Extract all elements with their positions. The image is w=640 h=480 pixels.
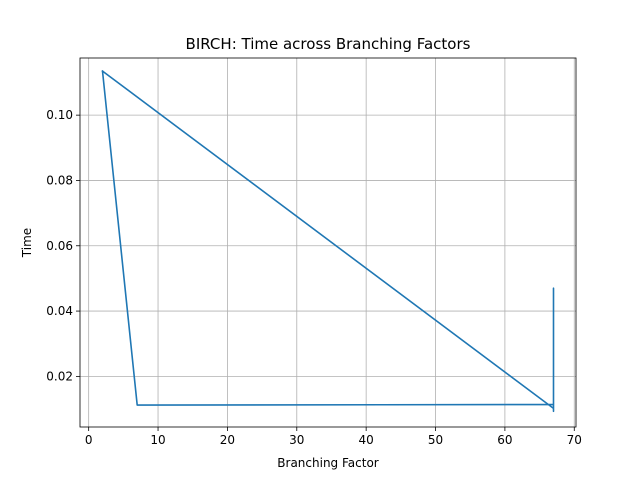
series-lines bbox=[101, 69, 555, 413]
y-tick-label: 0.04 bbox=[46, 304, 73, 318]
y-axis-label: Time bbox=[20, 228, 34, 258]
x-tick-label: 70 bbox=[567, 433, 582, 447]
x-tick-label: 40 bbox=[359, 433, 374, 447]
series-line bbox=[101, 69, 555, 413]
chart-title: BIRCH: Time across Branching Factors bbox=[186, 35, 471, 53]
x-tick-label: 30 bbox=[289, 433, 304, 447]
y-axis-ticks: 0.02 0.04 0.06 0.08 0.10 bbox=[46, 108, 80, 383]
grid bbox=[80, 58, 576, 427]
x-tick-label: 20 bbox=[220, 433, 235, 447]
y-tick-label: 0.08 bbox=[46, 173, 73, 187]
y-tick-label: 0.02 bbox=[46, 369, 73, 383]
y-tick-label: 0.06 bbox=[46, 239, 73, 253]
x-axis-label: Branching Factor bbox=[277, 456, 378, 470]
x-tick-label: 0 bbox=[85, 433, 93, 447]
x-tick-label: 60 bbox=[497, 433, 512, 447]
plot-area-frame bbox=[79, 57, 577, 428]
x-axis-ticks: 0 10 20 30 40 50 60 70 bbox=[85, 427, 582, 447]
y-tick-label: 0.10 bbox=[46, 108, 73, 122]
x-tick-label: 50 bbox=[428, 433, 443, 447]
x-tick-label: 10 bbox=[150, 433, 165, 447]
